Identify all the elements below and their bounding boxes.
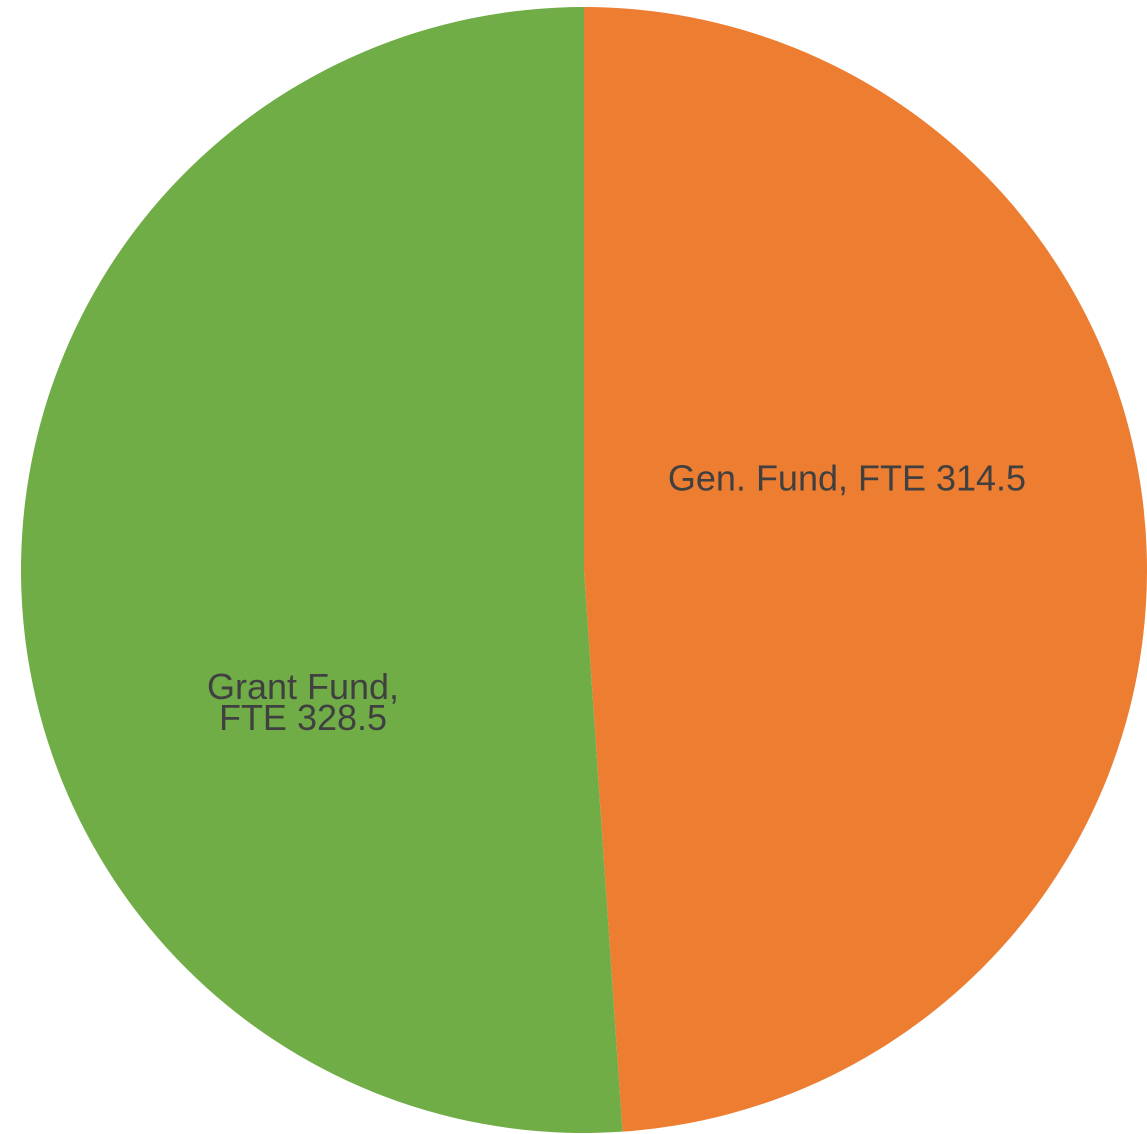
pie-slice (584, 7, 1147, 1132)
data-label: Grant Fund, FTE 328.5 (206, 666, 400, 738)
pie-slice (21, 7, 623, 1133)
data-label: Gen. Fund, FTE 314.5 (667, 457, 1027, 499)
